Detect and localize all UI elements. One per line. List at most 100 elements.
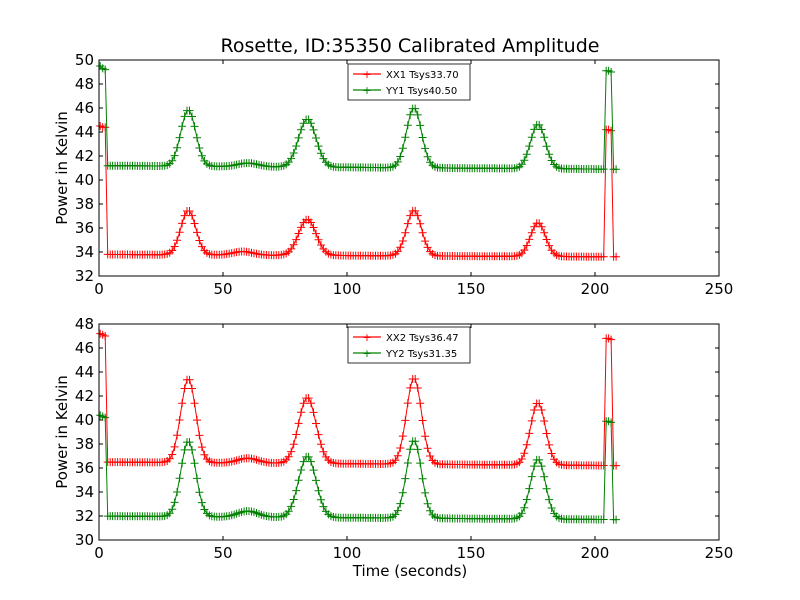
data-point-marker <box>396 152 405 161</box>
data-point-marker <box>393 247 402 256</box>
legend-marker-yy2: + <box>362 347 371 360</box>
x-tick-label: 100 <box>333 544 362 562</box>
data-point-marker <box>287 502 296 511</box>
x-tick-label: 150 <box>457 544 486 562</box>
data-point-marker <box>396 444 405 452</box>
data-point-marker <box>309 125 318 134</box>
x-tick-label: 150 <box>457 280 486 298</box>
data-point-marker <box>309 466 318 475</box>
data-point-marker <box>317 149 325 158</box>
data-point-marker <box>170 498 179 507</box>
data-point-marker <box>101 123 110 132</box>
data-point-marker <box>416 459 425 468</box>
data-point-marker <box>607 126 616 135</box>
chart-title: Rosette, ID:35350 Calibrated Amplitude <box>221 35 600 57</box>
y-tick-label: 42 <box>75 147 94 165</box>
bottom-axes-frame <box>98 323 720 541</box>
data-point-marker <box>535 399 544 408</box>
data-point-marker <box>423 444 432 453</box>
data-point-marker <box>200 450 209 459</box>
data-point-marker <box>540 133 549 142</box>
data-point-marker <box>599 461 608 470</box>
data-point-marker <box>185 106 194 115</box>
data-point-marker <box>411 206 420 215</box>
x-tick-label: 200 <box>581 544 610 562</box>
data-point-marker <box>401 416 410 425</box>
data-point-marker <box>307 399 315 408</box>
data-point-marker <box>170 442 179 451</box>
data-point-marker <box>599 252 608 261</box>
data-point-marker <box>547 504 556 512</box>
x-tick-label: 50 <box>213 544 232 562</box>
data-point-marker <box>411 375 420 383</box>
data-point-marker <box>525 235 534 244</box>
data-point-marker <box>190 399 199 408</box>
data-point-marker <box>292 486 301 495</box>
series-markers-xx1 <box>96 122 621 261</box>
data-point-marker <box>193 416 201 425</box>
top-legend-box <box>347 63 471 101</box>
data-point-marker <box>197 498 206 507</box>
bottom-tick-group: 0 50 100 150 200 250 30 32 34 36 38 40 42 44 46 48 <box>75 315 733 562</box>
data-point-marker <box>545 495 554 504</box>
bottom-legend-box <box>347 326 471 364</box>
data-point-marker <box>197 443 206 452</box>
data-point-marker <box>297 408 306 417</box>
data-point-marker <box>527 472 536 481</box>
data-point-marker <box>525 429 534 438</box>
y-tick-label: 38 <box>75 195 94 213</box>
data-point-marker <box>287 447 296 456</box>
data-point-marker <box>423 152 432 161</box>
data-point-marker <box>195 144 204 152</box>
data-point-marker <box>522 440 531 449</box>
data-point-marker <box>517 509 526 518</box>
data-point-marker <box>314 486 323 495</box>
data-point-marker <box>173 488 182 496</box>
x-tick-label: 50 <box>213 280 232 298</box>
y-tick-label: 44 <box>75 363 94 381</box>
data-point-marker <box>178 399 187 408</box>
data-point-marker <box>537 125 546 134</box>
data-point-marker <box>540 417 549 425</box>
data-point-marker <box>537 222 546 231</box>
data-point-marker <box>178 122 187 131</box>
top-plot-area <box>96 62 621 261</box>
data-point-marker <box>421 432 430 441</box>
legend-label-yy2: YY2 Tsys31.35 <box>385 349 457 360</box>
data-point-marker <box>421 144 430 153</box>
y-tick-label: 38 <box>75 435 94 453</box>
data-point-marker <box>304 452 313 461</box>
data-point-marker <box>180 112 189 121</box>
data-point-marker <box>530 125 539 134</box>
data-point-marker <box>612 165 621 174</box>
data-point-marker <box>168 450 177 459</box>
data-point-marker <box>287 244 296 253</box>
data-point-marker <box>393 506 402 515</box>
data-point-marker <box>398 432 407 441</box>
data-point-marker <box>398 144 407 153</box>
data-point-marker <box>599 165 608 174</box>
data-point-marker <box>178 219 187 228</box>
data-point-marker <box>299 399 308 408</box>
y-tick-label: 42 <box>75 387 94 405</box>
top-legend: + XX1 Tsys33.70 + YY1 Tsys40.50 <box>347 63 471 101</box>
data-point-marker <box>319 502 328 511</box>
series-markers-xx2 <box>96 329 621 470</box>
data-point-marker <box>309 408 318 417</box>
x-tick-label: 100 <box>333 280 362 298</box>
data-point-marker <box>540 228 549 237</box>
data-point-marker <box>421 488 430 497</box>
data-point-marker <box>416 121 425 130</box>
x-tick-label: 250 <box>705 544 734 562</box>
data-point-marker <box>190 122 199 131</box>
y-tick-label: 34 <box>75 483 94 501</box>
series-markers-yy1 <box>96 62 621 174</box>
data-point-marker <box>307 218 315 227</box>
data-point-marker <box>612 515 621 524</box>
data-point-marker <box>294 229 303 238</box>
data-point-marker <box>411 104 420 113</box>
x-tick-label: 250 <box>705 280 734 298</box>
data-point-marker <box>299 457 308 466</box>
legend-label-xx1: XX1 Tsys33.70 <box>386 70 459 81</box>
data-point-marker <box>413 384 422 392</box>
